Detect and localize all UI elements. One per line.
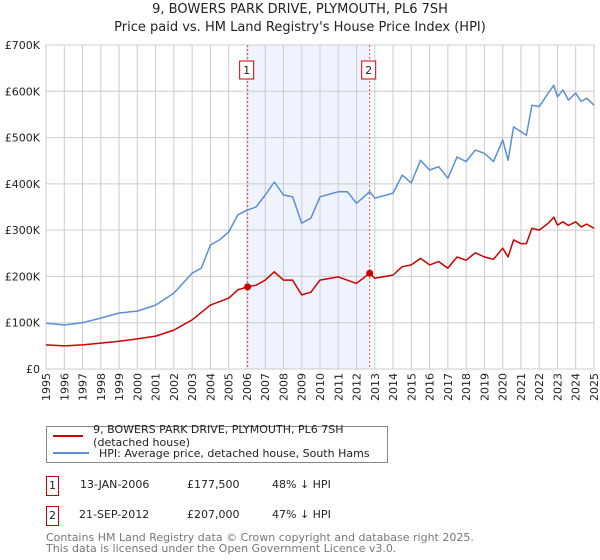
x-tick-label: 2013: [369, 373, 382, 401]
x-tick-label: 2007: [259, 373, 272, 401]
x-tick-label: 2018: [460, 373, 473, 401]
x-tick-label: 2023: [551, 373, 564, 401]
x-tick-label: 1997: [77, 373, 90, 401]
sale-point: [366, 269, 374, 277]
y-tick-label: £100K: [5, 317, 41, 330]
x-tick-label: 2020: [497, 373, 510, 401]
x-tick-label: 2008: [277, 373, 290, 401]
transaction-number-badge: 1: [46, 476, 59, 496]
x-tick-label: 1995: [40, 373, 53, 401]
x-tick-label: 2000: [131, 373, 144, 401]
x-tick-label: 2016: [424, 373, 437, 401]
footer-copyright: Contains HM Land Registry data © Crown c…: [46, 531, 474, 544]
y-tick-label: £300K: [5, 224, 41, 237]
x-tick-label: 1998: [95, 373, 108, 401]
y-tick-label: £500K: [5, 132, 41, 145]
sale-marker-label: 1: [239, 60, 255, 80]
y-tick-label: £400K: [5, 178, 41, 191]
x-tick-label: 2009: [296, 373, 309, 401]
footer-licence: This data is licensed under the Open Gov…: [46, 542, 397, 555]
transaction-hpi-diff: 48% ↓ HPI: [272, 478, 331, 491]
chart-subtitle: Price paid vs. HM Land Registry's House …: [114, 20, 486, 35]
property-price-line: [45, 216, 595, 347]
x-tick-label: 2006: [241, 373, 254, 401]
x-tick-label: 2022: [533, 373, 546, 401]
y-tick-label: £0: [26, 363, 40, 376]
legend: 9, BOWERS PARK DRIVE, PLYMOUTH, PL6 7SH …: [46, 423, 388, 463]
sale-marker-number: 2: [365, 64, 372, 77]
x-tick-label: 2024: [570, 373, 583, 401]
x-tick-label: 2017: [442, 373, 455, 401]
legend-item-hpi: HPI: Average price, detached house, Sout…: [53, 445, 370, 461]
x-tick-label: 2021: [515, 373, 528, 401]
sale-marker-box: [361, 60, 377, 80]
x-tick-label: 2014: [387, 373, 400, 401]
price-chart: 1995 1996 1997 1998 1999 2000 2001 2002 2003 2004…: [5, 39, 600, 401]
sale-marker-number: 1: [243, 64, 250, 77]
y-tick-label: £600K: [5, 85, 41, 98]
legend-label-hpi: HPI: Average price, detached house, Sout…: [99, 446, 370, 460]
x-tick-label: 2015: [405, 373, 418, 401]
y-tick-label: £700K: [5, 39, 41, 52]
x-tick-label: 2001: [150, 373, 163, 401]
x-tick-label: 2011: [332, 373, 345, 401]
x-tick-label: 2005: [223, 373, 236, 401]
transaction-date: 21-SEP-2012: [79, 508, 150, 521]
sale-marker-box: [239, 60, 255, 80]
x-tick-label: 2004: [204, 373, 217, 401]
transaction-price: £207,000: [187, 508, 240, 521]
transaction-number-badge: 2: [46, 506, 59, 526]
sale-marker-label: 2: [361, 60, 377, 80]
x-tick-label: 2003: [186, 373, 199, 401]
x-tick-label: 1999: [113, 373, 126, 401]
sale-point: [244, 283, 252, 291]
x-tick-label: 1996: [58, 373, 71, 401]
y-tick-label: £200K: [5, 270, 41, 283]
x-tick-label: 2002: [168, 373, 181, 401]
transaction-price: £177,500: [187, 478, 240, 491]
transaction-date: 13-JAN-2006: [80, 478, 150, 491]
x-tick-label: 2025: [588, 373, 600, 401]
legend-blue-line-icon: [53, 452, 89, 454]
hpi-line: [45, 84, 595, 326]
footer: Contains HM Land Registry data © Crown c…: [46, 532, 474, 554]
transaction-hpi-diff: 47% ↓ HPI: [272, 508, 331, 521]
x-tick-label: 2010: [314, 373, 327, 401]
legend-red-line-icon: [53, 435, 84, 437]
legend-item-property: 9, BOWERS PARK DRIVE, PLYMOUTH, PL6 7SH …: [53, 423, 387, 449]
shaded-ownership-period: [247, 45, 370, 369]
x-tick-label: 2012: [351, 373, 364, 401]
chart-title: 9, BOWERS PARK DRIVE, PLYMOUTH, PL6 7SH: [152, 2, 448, 17]
legend-label-property: 9, BOWERS PARK DRIVE, PLYMOUTH, PL6 7SH …: [93, 423, 344, 449]
x-tick-label: 2019: [478, 373, 491, 401]
